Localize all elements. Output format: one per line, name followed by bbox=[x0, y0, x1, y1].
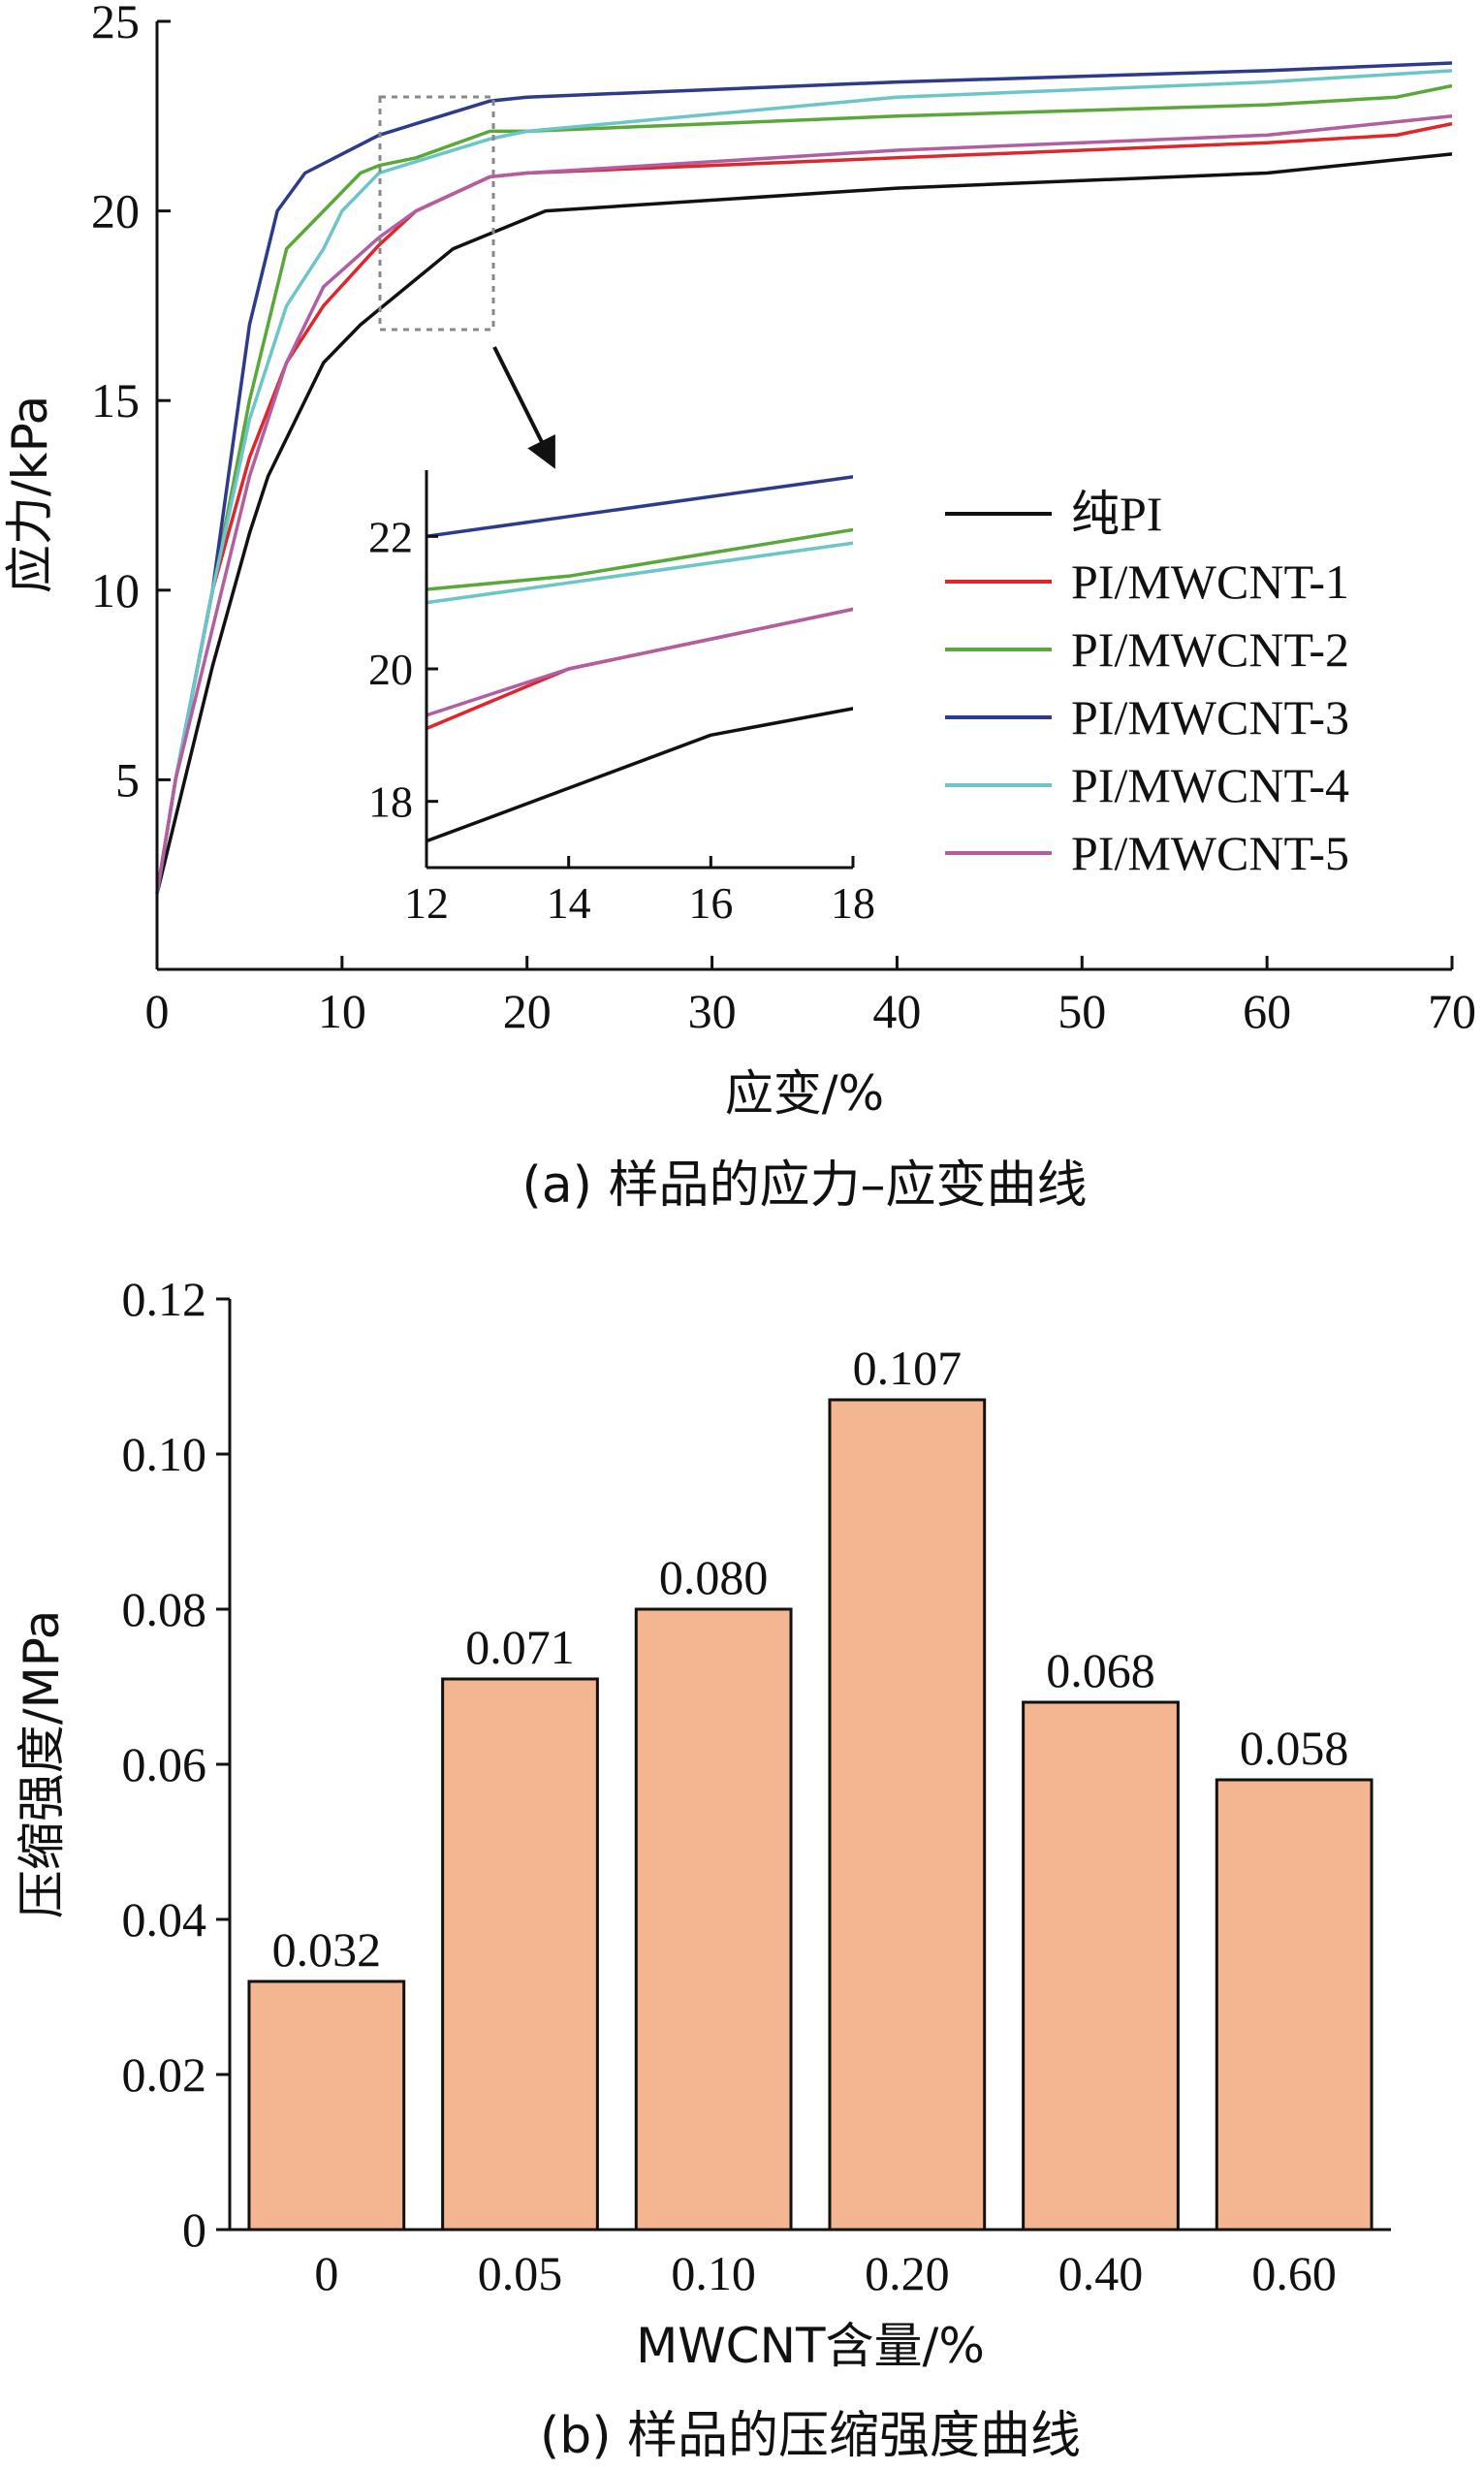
series-line-0 bbox=[155, 152, 1453, 895]
bar bbox=[441, 1677, 599, 2232]
legend-label: PI/MWCNT-4 bbox=[1071, 758, 1349, 812]
bar-value-label: 0.071 bbox=[465, 1620, 575, 1674]
bar-value-label: 0.058 bbox=[1240, 1721, 1349, 1775]
chart-b-x-ticks: 0 0.05 0.10 0.20 0.40 0.60 bbox=[314, 2246, 1337, 2300]
x-category-label: 0.10 bbox=[671, 2246, 756, 2300]
x-category-label: 0.60 bbox=[1251, 2246, 1337, 2300]
y-tick-label: 10 bbox=[91, 563, 140, 618]
inset-x-tick-label: 18 bbox=[831, 878, 875, 928]
bar bbox=[634, 1607, 793, 2232]
y-tick-label: 0 bbox=[182, 2202, 206, 2257]
inset-y-tick-label: 20 bbox=[368, 645, 413, 694]
chart-b-y-ticks: 0 0.02 0.04 0.06 0.08 0.10 0.12 bbox=[122, 1272, 230, 2257]
legend-label: PI/MWCNT-5 bbox=[1071, 826, 1349, 880]
inset-x-tick-label: 14 bbox=[547, 878, 591, 928]
chart-a: 0 10 20 30 40 50 60 70 5 10 15 20 25 应变/% 应力/kPa (a… bbox=[2, 0, 1476, 1215]
x-tick-label: 70 bbox=[1428, 984, 1476, 1038]
y-tick-label: 0.08 bbox=[122, 1582, 207, 1636]
chart-b-y-axis-title: 压缩强度/MPa bbox=[14, 1610, 70, 1919]
zoom-arrow bbox=[492, 346, 555, 469]
legend-label: PI/MWCNT-3 bbox=[1071, 690, 1349, 744]
legend-label: PI/MWCNT-2 bbox=[1071, 622, 1349, 677]
y-tick-label: 0.02 bbox=[122, 2047, 207, 2102]
bar-value-label: 0.080 bbox=[659, 1550, 769, 1604]
x-category-label: 0.05 bbox=[478, 2246, 563, 2300]
y-tick-label: 5 bbox=[115, 752, 140, 807]
x-category-label: 0.20 bbox=[865, 2246, 950, 2300]
bar bbox=[1215, 1778, 1373, 2232]
y-tick-label: 0.10 bbox=[122, 1427, 207, 1481]
bar-value-label: 0.107 bbox=[853, 1341, 963, 1395]
x-tick-label: 60 bbox=[1243, 984, 1291, 1038]
inset-y-tick-label: 18 bbox=[368, 777, 413, 827]
series-line-4 bbox=[155, 69, 1453, 895]
y-tick-label: 20 bbox=[91, 184, 140, 238]
chart-b-bars: 0.032 0.071 0.080 0.107 0.068 0.058 bbox=[247, 1341, 1373, 2232]
inset-x-tick-label: 12 bbox=[404, 878, 449, 928]
chart-a-y-ticks: 5 10 15 20 25 bbox=[91, 0, 171, 807]
inset-x-ticks: 12 14 16 18 bbox=[404, 856, 875, 928]
chart-a-y-axis-title: 应力/kPa bbox=[2, 396, 58, 593]
bar bbox=[247, 1979, 406, 2232]
inset-x-tick-label: 16 bbox=[688, 878, 733, 928]
inset-series-line-0 bbox=[426, 707, 853, 843]
series-line-3 bbox=[155, 61, 1453, 895]
chart-a-x-ticks: 0 10 20 30 40 50 60 70 bbox=[145, 956, 1476, 1038]
y-tick-label: 0.04 bbox=[122, 1892, 207, 1947]
bar-value-label: 0.032 bbox=[272, 1922, 382, 1977]
legend-label: PI/MWCNT-1 bbox=[1071, 554, 1349, 609]
chart-b-caption: (b) 样品的压缩强度曲线 bbox=[540, 2407, 1081, 2465]
chart-b-x-axis-title: MWCNT含量/% bbox=[636, 2318, 985, 2374]
x-tick-label: 30 bbox=[688, 984, 737, 1038]
y-tick-label: 0.06 bbox=[122, 1737, 207, 1791]
x-category-label: 0.40 bbox=[1058, 2246, 1144, 2300]
x-tick-label: 10 bbox=[318, 984, 366, 1038]
inset-y-ticks: 18 20 22 bbox=[368, 512, 438, 827]
x-tick-label: 50 bbox=[1058, 984, 1106, 1038]
x-tick-label: 40 bbox=[872, 984, 921, 1038]
zoom-region-box bbox=[378, 95, 495, 332]
bar bbox=[828, 1398, 987, 2232]
bar-value-label: 0.068 bbox=[1046, 1643, 1155, 1697]
y-tick-label: 25 bbox=[91, 0, 140, 48]
bar bbox=[1022, 1700, 1180, 2232]
chart-a-caption: (a) 样品的应力–应变曲线 bbox=[522, 1156, 1088, 1215]
x-category-label: 0 bbox=[314, 2246, 338, 2300]
legend-label: 纯PI bbox=[1071, 487, 1162, 541]
legend: 纯PI PI/MWCNT-1 PI/MWCNT-2 PI/MWCNT-3 PI/MWCN… bbox=[945, 487, 1349, 880]
inset-series-line-1 bbox=[426, 607, 853, 731]
inset-chart: 12 14 16 18 18 20 22 bbox=[368, 470, 875, 928]
inset-series-group bbox=[426, 475, 853, 843]
x-tick-label: 20 bbox=[503, 984, 552, 1038]
y-tick-label: 0.12 bbox=[122, 1272, 207, 1326]
y-tick-label: 15 bbox=[91, 373, 140, 428]
inset-y-tick-label: 22 bbox=[368, 512, 413, 561]
x-tick-label: 0 bbox=[145, 984, 170, 1038]
chart-a-x-axis-title: 应变/% bbox=[725, 1065, 884, 1122]
